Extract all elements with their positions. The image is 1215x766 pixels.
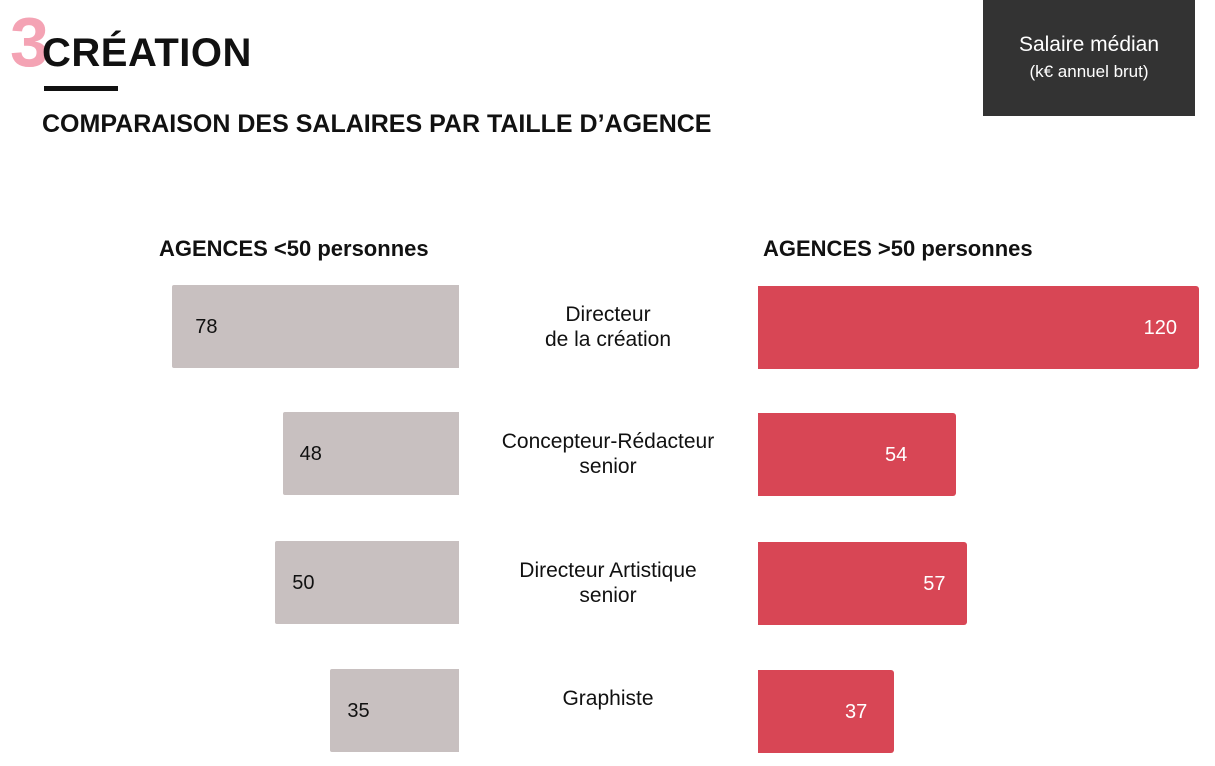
page-title: CRÉATION (42, 31, 252, 75)
bar-large-agency: 57 (758, 542, 968, 625)
title-underline (44, 86, 118, 91)
bar-large-agency: 37 (758, 670, 894, 753)
category-label: Directeur Artistique senior (519, 558, 697, 607)
section-number: 3 (10, 3, 49, 81)
legend-unit: (k€ annuel brut) (1029, 62, 1149, 81)
data-label-small-agency: 48 (299, 442, 322, 465)
legend-title: Salaire médian (1018, 33, 1160, 56)
category-label: Graphiste (562, 687, 654, 710)
data-label-large-agency: 57 (923, 572, 946, 595)
data-label-small-agency: 50 (292, 571, 315, 594)
bar-small-agency: 48 (282, 412, 459, 495)
bar-large-agency: 120 (758, 286, 1199, 369)
bar-large-agency: 54 (758, 413, 957, 496)
legend-box: Salaire médian (k€ annuel brut) (983, 0, 1195, 116)
page-subtitle: COMPARAISON DES SALAIRES PAR TAILLE D’AG… (42, 110, 712, 138)
data-label-large-agency: 120 (1143, 316, 1177, 339)
bar-small-agency: 35 (330, 669, 459, 752)
bar-small-agency: 50 (275, 541, 459, 624)
bar-small-agency: 78 (172, 285, 459, 368)
category-label: Concepteur-Rédacteur senior (501, 429, 715, 478)
data-label-small-agency: 78 (195, 315, 218, 338)
series-header-small-agencies: AGENCES <50 personnes (159, 236, 429, 261)
category-label: Directeur de la création (544, 302, 672, 351)
data-label-small-agency: 35 (347, 699, 370, 722)
data-label-large-agency: 54 (885, 443, 908, 466)
series-header-large-agencies: AGENCES >50 personnes (763, 236, 1033, 261)
data-label-large-agency: 37 (845, 700, 868, 723)
